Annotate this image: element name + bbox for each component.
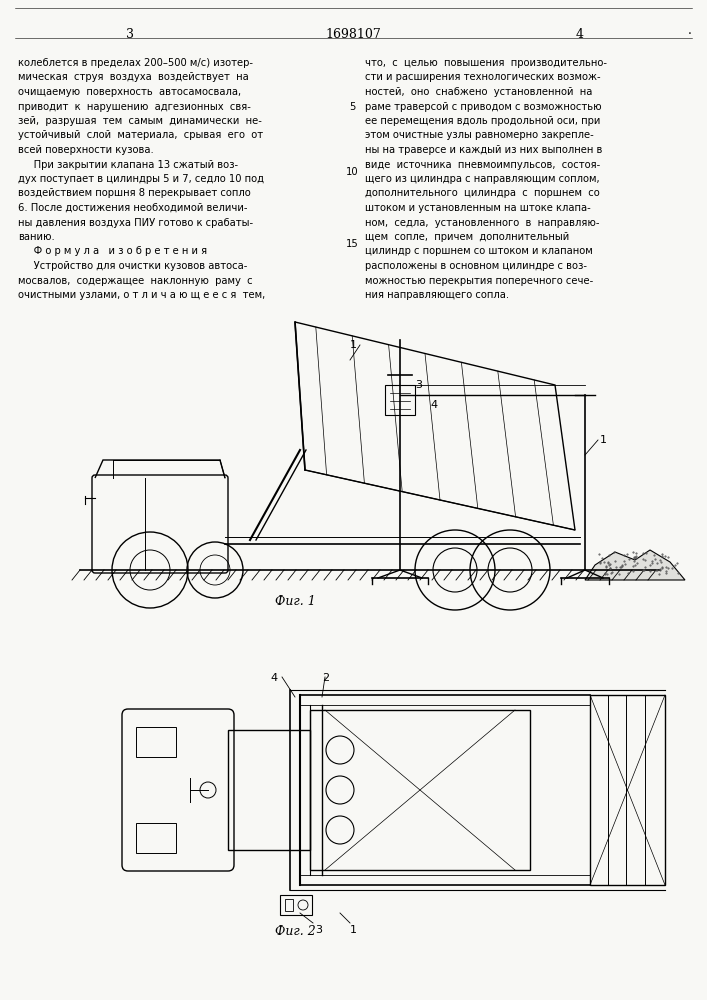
Bar [310,710,530,870]
Text: Устройство для очистки кузовов автоса-: Устройство для очистки кузовов автоса- [18,261,247,271]
Text: 3: 3 [126,28,134,41]
Text: щем  сопле,  причем  дополнительный: щем сопле, причем дополнительный [365,232,569,242]
Text: очистными узлами, о т л и ч а ю щ е е с я  тем,: очистными узлами, о т л и ч а ю щ е е с … [18,290,265,300]
Text: устойчивый  слой  материала,  срывая  его  от: устойчивый слой материала, срывая его от [18,130,263,140]
Text: мическая  струя  воздуха  воздействует  на: мическая струя воздуха воздействует на [18,73,249,83]
Text: колеблется в пределах 200–500 м/с) изотер-: колеблется в пределах 200–500 м/с) изоте… [18,58,253,68]
Text: ванию.: ванию. [18,232,54,242]
Text: дополнительного  цилиндра  с  поршнем  со: дополнительного цилиндра с поршнем со [365,188,600,198]
Text: ны на траверсе и каждый из них выполнен в: ны на траверсе и каждый из них выполнен … [365,145,602,155]
Text: мосвалов,  содержащее  наклонную  раму  с: мосвалов, содержащее наклонную раму с [18,275,252,286]
Bar [228,730,310,850]
Text: ностей,  оно  снабжено  установленной  на: ностей, оно снабжено установленной на [365,87,592,97]
Text: 1: 1 [600,435,607,445]
Text: 1698107: 1698107 [325,28,381,41]
Text: расположены в основном цилиндре с воз-: расположены в основном цилиндре с воз- [365,261,587,271]
Text: ном,  седла,  установленного  в  направляю-: ном, седла, установленного в направляю- [365,218,600,228]
Text: всей поверхности кузова.: всей поверхности кузова. [18,145,153,155]
Text: дух поступает в цилиндры 5 и 7, седло 10 под: дух поступает в цилиндры 5 и 7, седло 10… [18,174,264,184]
Text: При закрытии клапана 13 сжатый воз-: При закрытии клапана 13 сжатый воз- [18,159,238,169]
Text: 4: 4 [430,400,437,410]
Text: ны давления воздуха ПИУ готово к срабаты-: ны давления воздуха ПИУ готово к срабаты… [18,218,253,228]
Text: Фиг. 1: Фиг. 1 [274,595,315,608]
Text: 4: 4 [270,673,277,683]
Text: можностью перекрытия поперечного сече-: можностью перекрытия поперечного сече- [365,275,593,286]
Bar [285,899,293,911]
Text: что,  с  целью  повышения  производительно-: что, с целью повышения производительно- [365,58,607,68]
Text: сти и расширения технологических возмож-: сти и расширения технологических возмож- [365,73,601,83]
Text: ·: · [688,28,692,41]
Text: ния направляющего сопла.: ния направляющего сопла. [365,290,509,300]
Text: зей,  разрушая  тем  самым  динамически  не-: зей, разрушая тем самым динамически не- [18,116,262,126]
Text: очищаемую  поверхность  автосамосвала,: очищаемую поверхность автосамосвала, [18,87,241,97]
Text: 3: 3 [415,380,422,390]
Text: приводит  к  нарушению  адгезионных  свя-: приводит к нарушению адгезионных свя- [18,102,251,111]
Text: 10: 10 [346,167,358,177]
Bar [590,695,665,885]
Text: раме траверсой с приводом с возможностью: раме траверсой с приводом с возможностью [365,102,602,111]
Text: 4: 4 [576,28,584,41]
Text: Фиг. 2: Фиг. 2 [274,925,315,938]
Text: 1: 1 [350,925,357,935]
Bar [280,895,312,915]
Text: 15: 15 [346,239,358,249]
Text: штоком и установленным на штоке клапа-: штоком и установленным на штоке клапа- [365,203,591,213]
Text: виде  источника  пневмоимпульсов,  состоя-: виде источника пневмоимпульсов, состоя- [365,159,600,169]
Text: воздействием поршня 8 перекрывает сопло: воздействием поршня 8 перекрывает сопло [18,188,251,198]
Text: 1: 1 [350,340,357,350]
Bar [136,727,176,757]
Text: 3: 3 [315,925,322,935]
Bar [136,823,176,853]
Text: 5: 5 [349,102,355,111]
Text: этом очистные узлы равномерно закрепле-: этом очистные узлы равномерно закрепле- [365,130,594,140]
Polygon shape [585,550,685,580]
Text: 2: 2 [322,673,329,683]
Text: щего из цилиндра с направляющим соплом,: щего из цилиндра с направляющим соплом, [365,174,600,184]
Bar [385,385,415,415]
Text: Ф о р м у л а   и з о б р е т е н и я: Ф о р м у л а и з о б р е т е н и я [18,246,207,256]
Text: ее перемещения вдоль продольной оси, при: ее перемещения вдоль продольной оси, при [365,116,600,126]
Text: 6. После достижения необходимой величи-: 6. После достижения необходимой величи- [18,203,247,213]
Text: цилиндр с поршнем со штоком и клапаном: цилиндр с поршнем со штоком и клапаном [365,246,592,256]
